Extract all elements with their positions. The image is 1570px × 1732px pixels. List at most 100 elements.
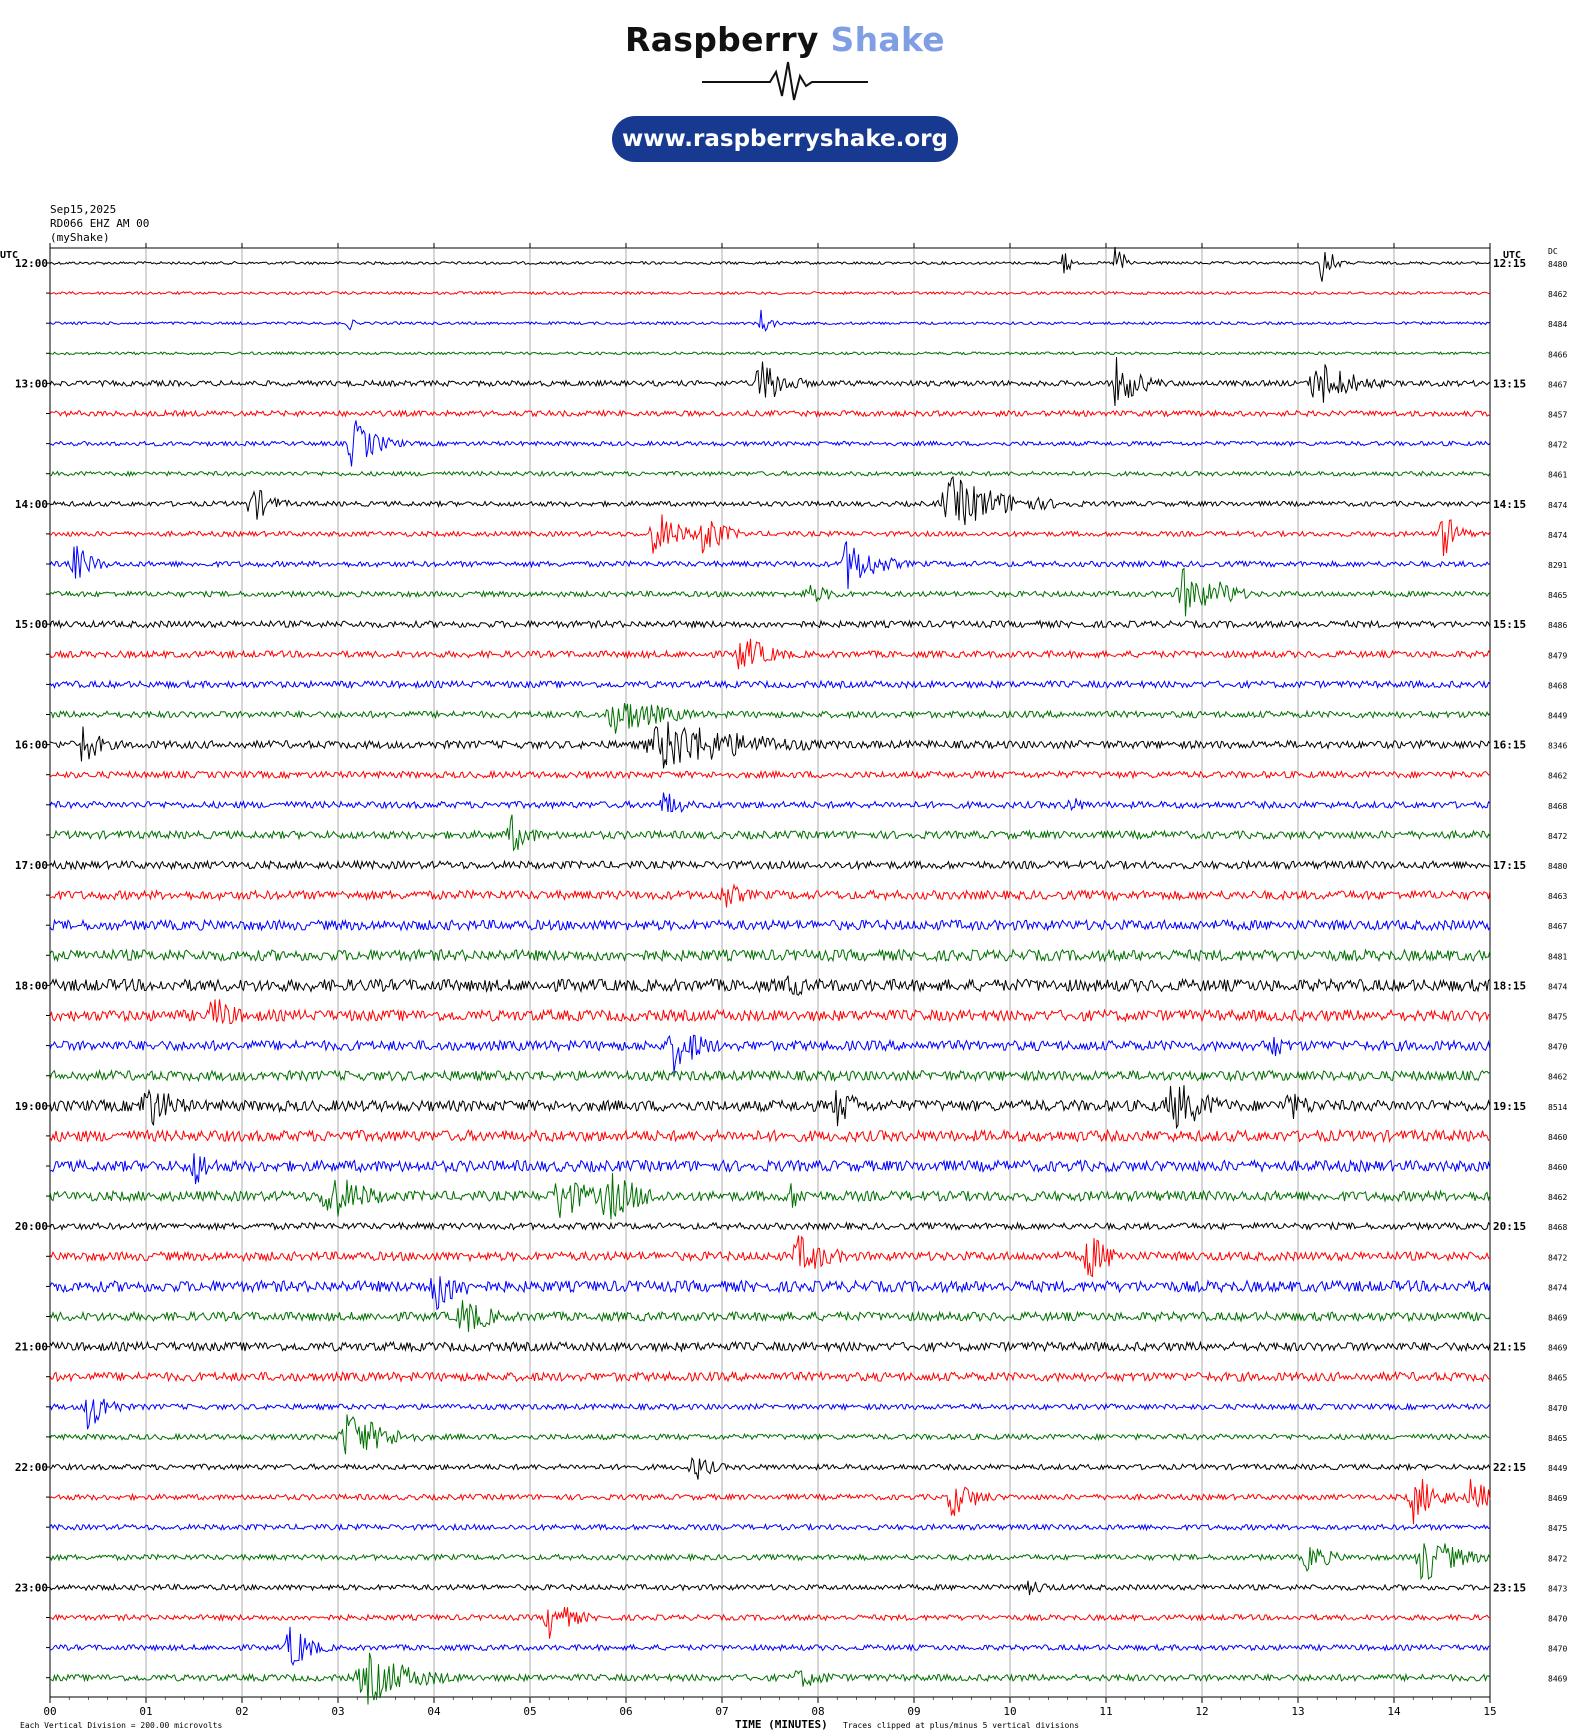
seismic-trace-row <box>49 999 1490 1025</box>
dc-offset-label: 8470 <box>1548 1615 1567 1624</box>
seismic-trace-row <box>49 859 1491 871</box>
seismic-trace-row <box>49 1221 1491 1232</box>
x-tick-label: 03 <box>331 1705 344 1718</box>
seismic-trace-row <box>49 1340 1491 1353</box>
website-url-badge[interactable]: www.raspberryshake.org <box>612 116 958 162</box>
seismic-trace-row <box>49 1173 1491 1220</box>
hour-label-right: 14:15 <box>1493 498 1526 511</box>
axis-labels: 00 01 02 03 04 05 06 07 08 09 10 11 12 13 14 15 8480 8462… <box>0 247 1567 1731</box>
seismic-trace-row <box>49 1456 1491 1480</box>
hour-label-left: 20:00 <box>15 1220 48 1233</box>
seismic-trace-row <box>49 1543 1491 1581</box>
hour-label-right: 18:15 <box>1493 979 1526 992</box>
x-tick-label: 14 <box>1387 1705 1401 1718</box>
dc-offset-label: 8474 <box>1548 501 1567 510</box>
seismic-trace-row <box>49 409 1491 418</box>
hour-label-left: 22:00 <box>15 1461 48 1474</box>
dc-label: DC <box>1548 247 1558 256</box>
dc-offset-label: 8465 <box>1548 1434 1567 1443</box>
seismic-trace-row <box>49 290 1491 296</box>
seismic-trace-row <box>50 1626 1491 1666</box>
hour-label-right: 13:15 <box>1493 377 1526 390</box>
brand-word-raspberry: Raspberry <box>625 20 819 59</box>
hour-label-right: 22:15 <box>1493 1461 1526 1474</box>
brand-logo-text: Raspberry Shake <box>0 20 1570 59</box>
dc-offset-label: 8468 <box>1548 1223 1567 1232</box>
x-axis-title: TIME (MINUTES) <box>735 1718 828 1731</box>
hour-label-right: 23:15 <box>1493 1581 1526 1594</box>
dc-offset-label: 8291 <box>1548 561 1567 570</box>
x-tick-label: 02 <box>235 1705 248 1718</box>
dc-offset-label: 8465 <box>1548 591 1567 600</box>
seismic-trace-row <box>49 1370 1491 1383</box>
dc-offset-label: 8467 <box>1548 922 1567 931</box>
seismic-trace-row <box>49 351 1491 356</box>
dc-offset-label: 8472 <box>1548 1253 1567 1262</box>
dc-offset-label: 8467 <box>1548 380 1567 389</box>
dc-offset-label: 8514 <box>1548 1103 1567 1112</box>
x-tick-label: 10 <box>1003 1705 1016 1718</box>
dc-offset-label: 8470 <box>1548 1043 1567 1052</box>
brand-word-shake: Shake <box>830 20 945 59</box>
header: Raspberry Shake www.raspberryshake.org <box>0 0 1570 170</box>
dc-offset-label: 8462 <box>1548 772 1567 781</box>
x-tick-label: 07 <box>715 1705 728 1718</box>
hour-label-left: 21:00 <box>15 1341 48 1354</box>
dc-offset-label: 8463 <box>1548 892 1567 901</box>
x-tick-label: 00 <box>43 1705 56 1718</box>
x-tick-label: 15 <box>1483 1705 1496 1718</box>
seismograph-wave-icon <box>702 61 868 101</box>
x-tick-label: 12 <box>1195 1705 1208 1718</box>
data-source: (myShake) <box>50 231 110 244</box>
dc-offset-label: 8466 <box>1548 350 1567 359</box>
seismic-trace-row <box>49 1153 1491 1185</box>
dc-offset-label: 8460 <box>1548 1163 1567 1172</box>
seismic-trace-row <box>49 703 1491 734</box>
hour-label-right: 16:15 <box>1493 739 1526 752</box>
seismic-trace-row <box>49 1607 1491 1639</box>
dc-offset-label: 8479 <box>1548 651 1567 660</box>
dc-offset-label: 8346 <box>1548 742 1567 751</box>
seismic-trace-row <box>49 476 1491 526</box>
dc-offset-label: 8468 <box>1548 681 1567 690</box>
x-tick-label: 09 <box>907 1705 920 1718</box>
seismic-trace-row <box>49 1235 1491 1278</box>
dc-offset-label: 8449 <box>1548 1464 1567 1473</box>
dc-offset-label: 8460 <box>1548 1133 1567 1142</box>
dc-offset-label: 8481 <box>1548 952 1567 961</box>
hour-label-left: 15:00 <box>15 618 48 631</box>
seismic-trace-row <box>49 769 1491 780</box>
dc-offset-label: 8472 <box>1548 832 1567 841</box>
seismic-trace-row <box>49 247 1491 282</box>
dc-offset-label: 8469 <box>1548 1494 1567 1503</box>
seismic-trace-row <box>49 470 1491 478</box>
hour-label-left: 19:00 <box>15 1100 48 1113</box>
dc-offset-label: 8474 <box>1548 531 1567 540</box>
hour-label-right: 20:15 <box>1493 1220 1526 1233</box>
seismic-trace-row <box>49 1478 1491 1525</box>
dc-offset-label: 8469 <box>1548 1675 1567 1684</box>
dc-offset-label: 8470 <box>1548 1645 1567 1654</box>
seismic-trace-row <box>49 420 1491 467</box>
dc-offset-label: 8462 <box>1548 1193 1567 1202</box>
dc-offset-label: 8484 <box>1548 320 1567 329</box>
dc-offset-label: 8469 <box>1548 1344 1567 1353</box>
seismic-trace-row <box>49 567 1491 617</box>
dc-offset-label: 8461 <box>1548 471 1567 480</box>
dc-offset-label: 8480 <box>1548 260 1567 269</box>
x-tick-label: 13 <box>1291 1705 1304 1718</box>
dc-offset-label: 8457 <box>1548 411 1567 420</box>
seismic-trace-row <box>49 792 1491 813</box>
seismic-trace-row <box>49 679 1491 690</box>
seismic-trace-row <box>49 948 1491 963</box>
vertical-division-note: Each Vertical Division = 200.00 microvol… <box>20 1721 222 1730</box>
hour-label-left: 23:00 <box>15 1581 48 1594</box>
seismic-trace-row <box>49 1522 1491 1532</box>
x-tick-label: 08 <box>811 1705 824 1718</box>
dc-offset-label: 8462 <box>1548 290 1567 299</box>
dc-offset-label: 8475 <box>1548 1524 1567 1533</box>
plot-frame <box>49 247 1491 1698</box>
dc-offset-label: 8480 <box>1548 862 1567 871</box>
seismic-trace-row <box>49 883 1491 908</box>
seismic-trace-row <box>49 975 1491 996</box>
